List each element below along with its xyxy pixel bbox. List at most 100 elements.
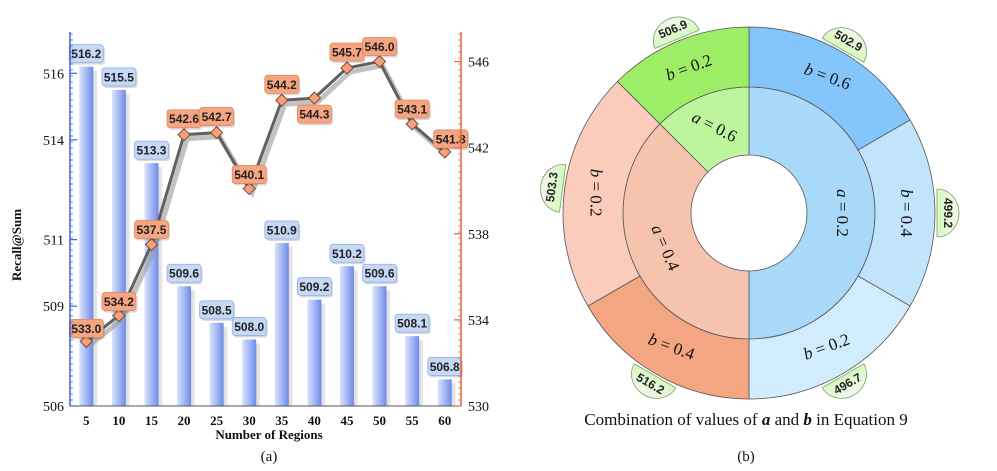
chart-axes: 506 509 511 514 516 530 534 538 542 546 5 10 15 20 25 3…	[43, 32, 489, 428]
label-box	[296, 104, 332, 124]
line-value-label: 534.2	[101, 292, 138, 313]
caption-b: b	[803, 410, 812, 429]
bar	[274, 242, 289, 406]
bar-value-label: 508.0	[231, 317, 268, 338]
bar	[144, 163, 159, 406]
label-text: 540.1	[234, 168, 264, 182]
line-value-label: 537.5	[134, 220, 170, 241]
callout-shape	[936, 188, 960, 238]
label-box	[199, 300, 235, 320]
x-axis-title: Number of Regions	[215, 427, 322, 442]
y-axis-title: Recall@Sum	[9, 209, 24, 281]
line-marker	[372, 54, 387, 69]
line-marker	[307, 91, 322, 105]
label-value: = 0.2	[833, 198, 852, 237]
x-tick-label: 30	[243, 413, 256, 428]
bar	[307, 299, 322, 406]
bar	[242, 339, 257, 406]
callout-shape	[652, 16, 700, 50]
label-text: 546.0	[365, 40, 395, 54]
line-value-label: 544.2	[264, 74, 301, 96]
label-text: 508.1	[397, 317, 427, 331]
bar	[111, 89, 126, 406]
caption-a: a	[762, 410, 771, 429]
label-box	[362, 263, 397, 283]
callout-shape	[821, 27, 867, 63]
line-marker	[340, 61, 354, 75]
bar-value-label: 509.2	[296, 277, 333, 298]
label-text: 542.7	[202, 110, 232, 124]
label-box	[362, 37, 397, 56]
bar-value-label: 506.8	[427, 356, 464, 378]
caption-prefix: Combination of values of	[584, 410, 762, 429]
label-text: 543.1	[397, 102, 427, 116]
value-callout: 503.3	[540, 164, 567, 213]
bar	[209, 322, 224, 406]
label-text: 545.7	[332, 45, 362, 59]
label-text: 513.3	[136, 144, 166, 158]
label-text: 509.6	[365, 267, 395, 281]
bar-value-label: 508.1	[394, 313, 431, 335]
inner-slice-label: a = 0.2	[833, 189, 852, 237]
x-tick-label: 10	[112, 413, 125, 428]
label-text: 509.6	[169, 267, 199, 281]
label-text: 544.3	[299, 108, 329, 122]
line-value-label: 533.0	[68, 319, 105, 340]
label-text: 516.2	[71, 47, 101, 61]
label-box	[134, 220, 169, 239]
bar	[405, 336, 420, 406]
label-var: b	[586, 169, 605, 178]
donut-caption: Combination of values of a and b in Equa…	[584, 410, 907, 429]
callout-text: 503.3	[543, 171, 561, 203]
label-var: b	[897, 189, 916, 198]
x-tick-label: 35	[275, 413, 289, 428]
caption-and: and	[770, 410, 803, 429]
label-value: = 0.4	[897, 198, 916, 238]
right-tick-label: 546	[468, 56, 489, 71]
outer-slice-label: b = 0.4	[897, 189, 916, 237]
bar-value-label: 510.9	[264, 220, 301, 241]
value-callout: 499.2	[936, 188, 960, 238]
x-tick-label: 55	[406, 413, 420, 428]
x-tick-label: 15	[145, 413, 159, 428]
x-tick-label: 50	[373, 413, 386, 428]
left-tick-label: 509	[43, 300, 64, 315]
left-tick-label: 516	[43, 67, 64, 82]
label-text: 509.2	[299, 280, 329, 294]
line-marker	[177, 128, 191, 142]
x-tick-label: 45	[340, 413, 354, 428]
bar	[372, 286, 387, 406]
line-value-label: 541.8	[433, 129, 470, 150]
label-text: 506.8	[430, 360, 460, 374]
x-tick-label: 60	[438, 413, 451, 428]
label-box	[394, 313, 430, 333]
bar	[177, 286, 192, 406]
line-marker	[112, 308, 126, 323]
bar-value-label: 509.6	[362, 263, 399, 285]
line-marker	[144, 237, 159, 252]
line-value-label: 542.7	[199, 107, 236, 128]
label-box	[231, 317, 267, 336]
outer-slice	[616, 26, 750, 125]
label-box	[199, 107, 235, 126]
line-marker	[275, 93, 289, 107]
panel-label-a: (a)	[261, 449, 278, 465]
right-tick-label: 538	[468, 228, 489, 243]
line-value-label: 544.3	[296, 104, 333, 126]
x-tick-label: 25	[210, 413, 224, 428]
caption-suffix: in Equation 9	[812, 410, 908, 429]
label-box	[101, 67, 137, 87]
line-marker	[438, 145, 452, 159]
bar	[437, 379, 452, 406]
bar-value-label: 515.5	[101, 67, 138, 88]
line-marker	[209, 125, 224, 140]
callout-shape	[540, 164, 567, 213]
right-tick-label: 534	[468, 314, 489, 329]
label-box	[264, 220, 300, 240]
bar-value-label: 508.5	[199, 300, 236, 321]
line-value-label: 540.1	[231, 165, 268, 186]
line-marker	[242, 181, 256, 196]
